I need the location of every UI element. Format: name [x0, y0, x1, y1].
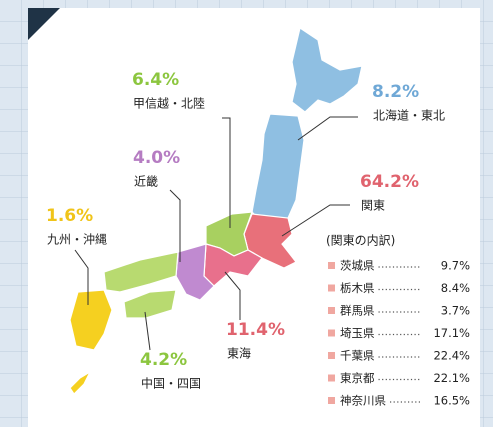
region-value: 6.4%	[132, 70, 179, 90]
corner-triangle	[28, 8, 60, 40]
bullet	[328, 307, 335, 314]
hokkaido	[291, 27, 363, 113]
region-value: 8.2%	[372, 82, 419, 102]
item-value: 8.4%	[441, 281, 470, 295]
item-value: 22.1%	[433, 371, 470, 385]
leader-line	[74, 249, 89, 305]
item-value: 9.7%	[441, 259, 470, 273]
region-value: 4.0%	[133, 148, 180, 168]
shikoku	[123, 289, 177, 319]
region-value: 11.4%	[226, 320, 285, 340]
region-name: 関東	[361, 199, 385, 213]
leader-line	[169, 189, 181, 262]
leader-line	[144, 311, 151, 351]
leader-line	[297, 116, 358, 141]
chugoku	[103, 251, 179, 293]
bullet	[328, 284, 335, 292]
item-name: 群馬県	[340, 304, 375, 318]
region-name: 近畿	[134, 175, 158, 189]
region-name: 九州・沖縄	[47, 232, 107, 247]
item-value: 3.7%	[441, 304, 470, 318]
kyushu	[69, 289, 113, 351]
leader-line	[222, 117, 231, 228]
item-name: 神奈川県	[340, 394, 386, 408]
item-name: 東京都	[340, 371, 375, 385]
region-name: 甲信越・北陸	[133, 97, 205, 111]
bullet	[328, 329, 335, 337]
region-value: 64.2%	[360, 172, 419, 192]
region-name: 東海	[227, 346, 251, 361]
bullet	[328, 352, 335, 359]
region-value: 1.6%	[46, 206, 93, 226]
region-name: 北海道・東北	[373, 108, 445, 123]
item-value: 22.4%	[433, 349, 470, 363]
leader-lines	[74, 116, 358, 351]
okinawa	[69, 370, 92, 395]
breakdown-title: (関東の内訳)	[326, 233, 395, 248]
item-value: 17.1%	[433, 326, 470, 340]
region-value: 4.2%	[140, 350, 187, 370]
region-name: 中国・四国	[141, 376, 201, 391]
item-name: 栃木県	[340, 281, 375, 295]
item-name: 埼玉県	[340, 326, 375, 340]
bullet	[328, 262, 335, 269]
kinki	[175, 243, 215, 301]
item-value: 16.5%	[433, 394, 470, 408]
item-name: 千葉県	[340, 349, 375, 363]
item-name: 茨城県	[340, 259, 375, 273]
japan-map	[69, 27, 363, 395]
bullet	[328, 374, 335, 382]
leader-line	[224, 271, 241, 320]
leader-line	[281, 204, 350, 237]
bullet	[328, 397, 335, 404]
